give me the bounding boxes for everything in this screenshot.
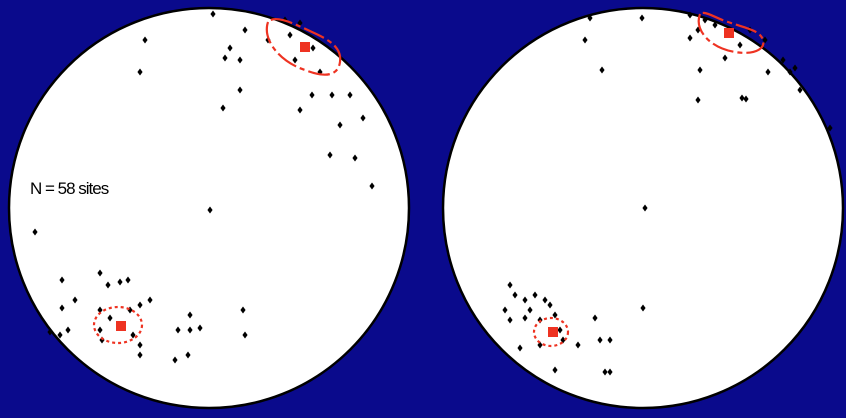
mean-direction (548, 327, 558, 337)
mean-direction (116, 321, 126, 331)
sample-count: N = 58 sites (30, 179, 109, 198)
right-net (441, 6, 845, 410)
confidence-ellipse (265, 17, 342, 76)
confidence-ellipse (697, 11, 765, 54)
confidence-ellipse (92, 305, 144, 345)
confidence-ellipse (532, 316, 570, 348)
mean-direction (724, 28, 734, 38)
left-net: N = 58 sites (7, 6, 411, 410)
mean-direction (300, 42, 310, 52)
